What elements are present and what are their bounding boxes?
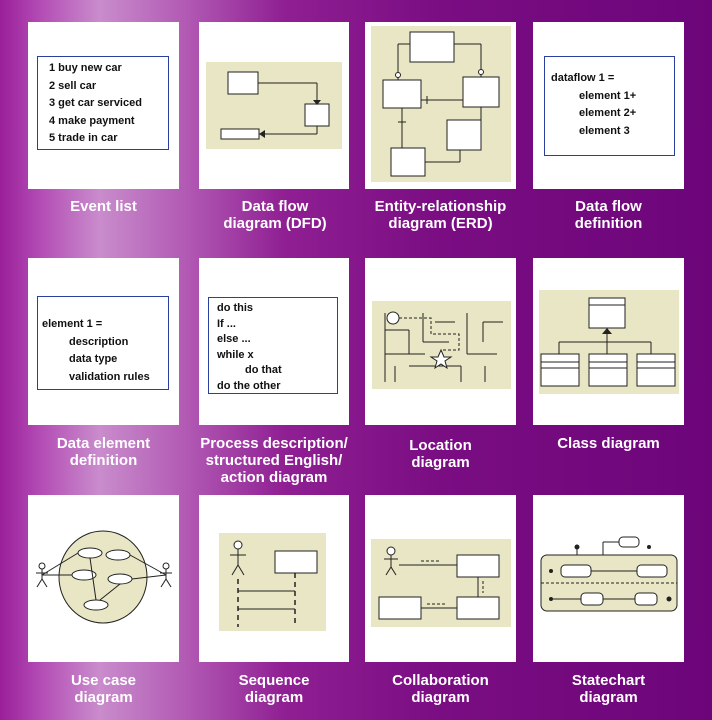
collaboration-card[interactable]: [365, 495, 516, 662]
data-element-definition-label: Data element definition: [56, 435, 151, 469]
process-line: If ...: [217, 317, 236, 330]
element-line: element 1 =: [42, 318, 103, 330]
class-drawing: [540, 297, 676, 387]
sequence-card[interactable]: [199, 495, 349, 662]
sequence-drawing: [230, 540, 318, 627]
process-description-card[interactable]: do this If ... else ... while x do that …: [199, 258, 349, 425]
statechart-card[interactable]: [533, 495, 684, 662]
use-case-label: Use case diagram: [70, 672, 137, 706]
use-case-drawing: [36, 530, 172, 624]
data-element-definition-box: element 1 = description data type valida…: [37, 296, 169, 390]
class-card[interactable]: [533, 258, 684, 425]
event-list-line: 4 make payment: [49, 114, 135, 127]
dataflow-line: element 3: [579, 124, 630, 137]
erd-label: Entity-relationship diagram (ERD): [374, 198, 507, 232]
process-description-label: Process description/ structured English/…: [200, 435, 348, 486]
element-line: description: [69, 335, 129, 348]
collaboration-drawing: [378, 546, 500, 620]
event-list-line: 2 sell car: [49, 79, 97, 92]
event-list-box: 1 buy new car 2 sell car 3 get car servi…: [37, 56, 169, 150]
event-list-line: 1 buy new car: [49, 62, 122, 74]
process-line: do this: [217, 302, 254, 314]
class-label: Class diagram: [557, 435, 660, 452]
data-element-definition-card[interactable]: element 1 = description data type valida…: [28, 258, 179, 425]
event-list-line: 5 trade in car: [49, 132, 118, 144]
element-line: data type: [69, 353, 118, 365]
process-line: do the other: [217, 379, 281, 392]
process-line: else ...: [217, 333, 251, 345]
data-flow-definition-box: dataflow 1 = element 1+ element 2+ eleme…: [544, 56, 675, 156]
sequence-label: Sequence diagram: [238, 672, 310, 706]
collaboration-label: Collaboration diagram: [392, 672, 489, 706]
use-case-card[interactable]: [28, 495, 179, 662]
element-line: validation rules: [69, 370, 150, 383]
dataflow-line: element 1+: [579, 89, 637, 102]
data-flow-definition-label: Data flow definition: [574, 198, 643, 232]
dataflow-line: dataflow 1 =: [551, 72, 615, 84]
erd-drawing: [382, 31, 500, 177]
erd-card[interactable]: [365, 22, 516, 189]
process-description-box: do this If ... else ... while x do that …: [208, 297, 338, 394]
dfd-label: Data flow diagram (DFD): [223, 198, 327, 232]
dataflow-line: element 2+: [579, 107, 637, 119]
statechart-label: Statechart diagram: [571, 672, 646, 706]
event-list-line: 3 get car serviced: [49, 97, 142, 109]
location-card[interactable]: [365, 258, 516, 425]
data-flow-definition-card[interactable]: dataflow 1 = element 1+ element 2+ eleme…: [533, 22, 684, 189]
process-line: while x: [217, 348, 254, 361]
process-line: do that: [245, 364, 282, 376]
dfd-card[interactable]: [199, 22, 349, 189]
event-list-label: Event list: [70, 198, 137, 215]
dfd-drawing: [220, 71, 330, 140]
location-label: Location diagram: [409, 437, 472, 471]
statechart-drawing: [540, 536, 678, 612]
location-drawing: [384, 311, 503, 382]
event-list-card[interactable]: 1 buy new car 2 sell car 3 get car servi…: [28, 22, 179, 189]
